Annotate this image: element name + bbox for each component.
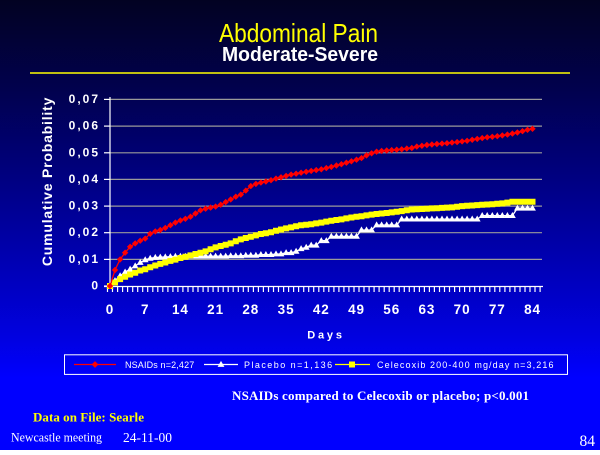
svg-text:NSAIDs n=2,427: NSAIDs n=2,427 — [125, 360, 194, 370]
svg-text:0,01: 0,01 — [69, 252, 100, 266]
svg-text:14: 14 — [172, 302, 189, 317]
svg-text:0,07: 0,07 — [69, 92, 100, 106]
svg-text:Placebo n=1,136: Placebo n=1,136 — [244, 360, 334, 370]
svg-text:0: 0 — [106, 302, 114, 317]
svg-text:0,06: 0,06 — [69, 119, 100, 133]
svg-text:35: 35 — [278, 302, 295, 317]
svg-text:0,02: 0,02 — [69, 225, 100, 239]
svg-text:70: 70 — [454, 302, 471, 317]
svg-text:7: 7 — [141, 302, 149, 317]
svg-text:Moderate-Severe: Moderate-Severe — [222, 44, 378, 66]
svg-text:21: 21 — [207, 302, 224, 317]
svg-text:Celecoxib 200-400 mg/day n=3,2: Celecoxib 200-400 mg/day n=3,216 — [377, 360, 555, 370]
svg-text:24-11-00: 24-11-00 — [123, 430, 172, 445]
svg-text:Abdominal Pain: Abdominal Pain — [219, 18, 378, 48]
svg-text:0: 0 — [91, 279, 100, 293]
svg-text:Cumulative Probability: Cumulative Probability — [39, 97, 55, 266]
svg-text:0,03: 0,03 — [69, 199, 100, 213]
svg-text:NSAIDs compared to Celecoxib: NSAIDs compared to Celecoxib or placebo;… — [232, 388, 529, 403]
svg-text:49: 49 — [348, 302, 365, 317]
svg-text:Data on File: Searle: Data on File: Searle — [33, 410, 144, 425]
svg-text:28: 28 — [242, 302, 259, 317]
svg-text:56: 56 — [383, 302, 400, 317]
svg-text:84: 84 — [580, 433, 596, 450]
svg-text:0,04: 0,04 — [69, 172, 100, 186]
svg-text:Newcastle meeting: Newcastle meeting — [11, 430, 102, 445]
svg-text:0,05: 0,05 — [69, 145, 100, 159]
svg-text:42: 42 — [313, 302, 330, 317]
svg-text:63: 63 — [418, 302, 435, 317]
svg-text:77: 77 — [489, 302, 506, 317]
svg-text:84: 84 — [524, 302, 541, 317]
svg-text:Days: Days — [307, 330, 345, 342]
